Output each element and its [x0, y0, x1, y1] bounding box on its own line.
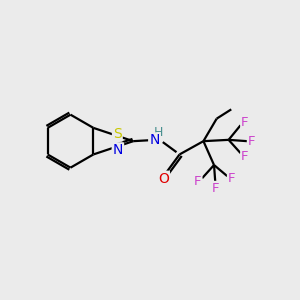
Text: H: H: [154, 126, 163, 139]
Text: N: N: [113, 143, 123, 157]
Text: S: S: [113, 127, 122, 140]
Text: F: F: [194, 175, 201, 188]
Text: N: N: [149, 134, 160, 147]
Text: F: F: [228, 172, 236, 185]
Text: F: F: [212, 182, 219, 195]
Text: F: F: [241, 116, 249, 129]
Text: O: O: [158, 172, 169, 186]
Text: F: F: [248, 135, 255, 148]
Text: F: F: [241, 150, 249, 163]
